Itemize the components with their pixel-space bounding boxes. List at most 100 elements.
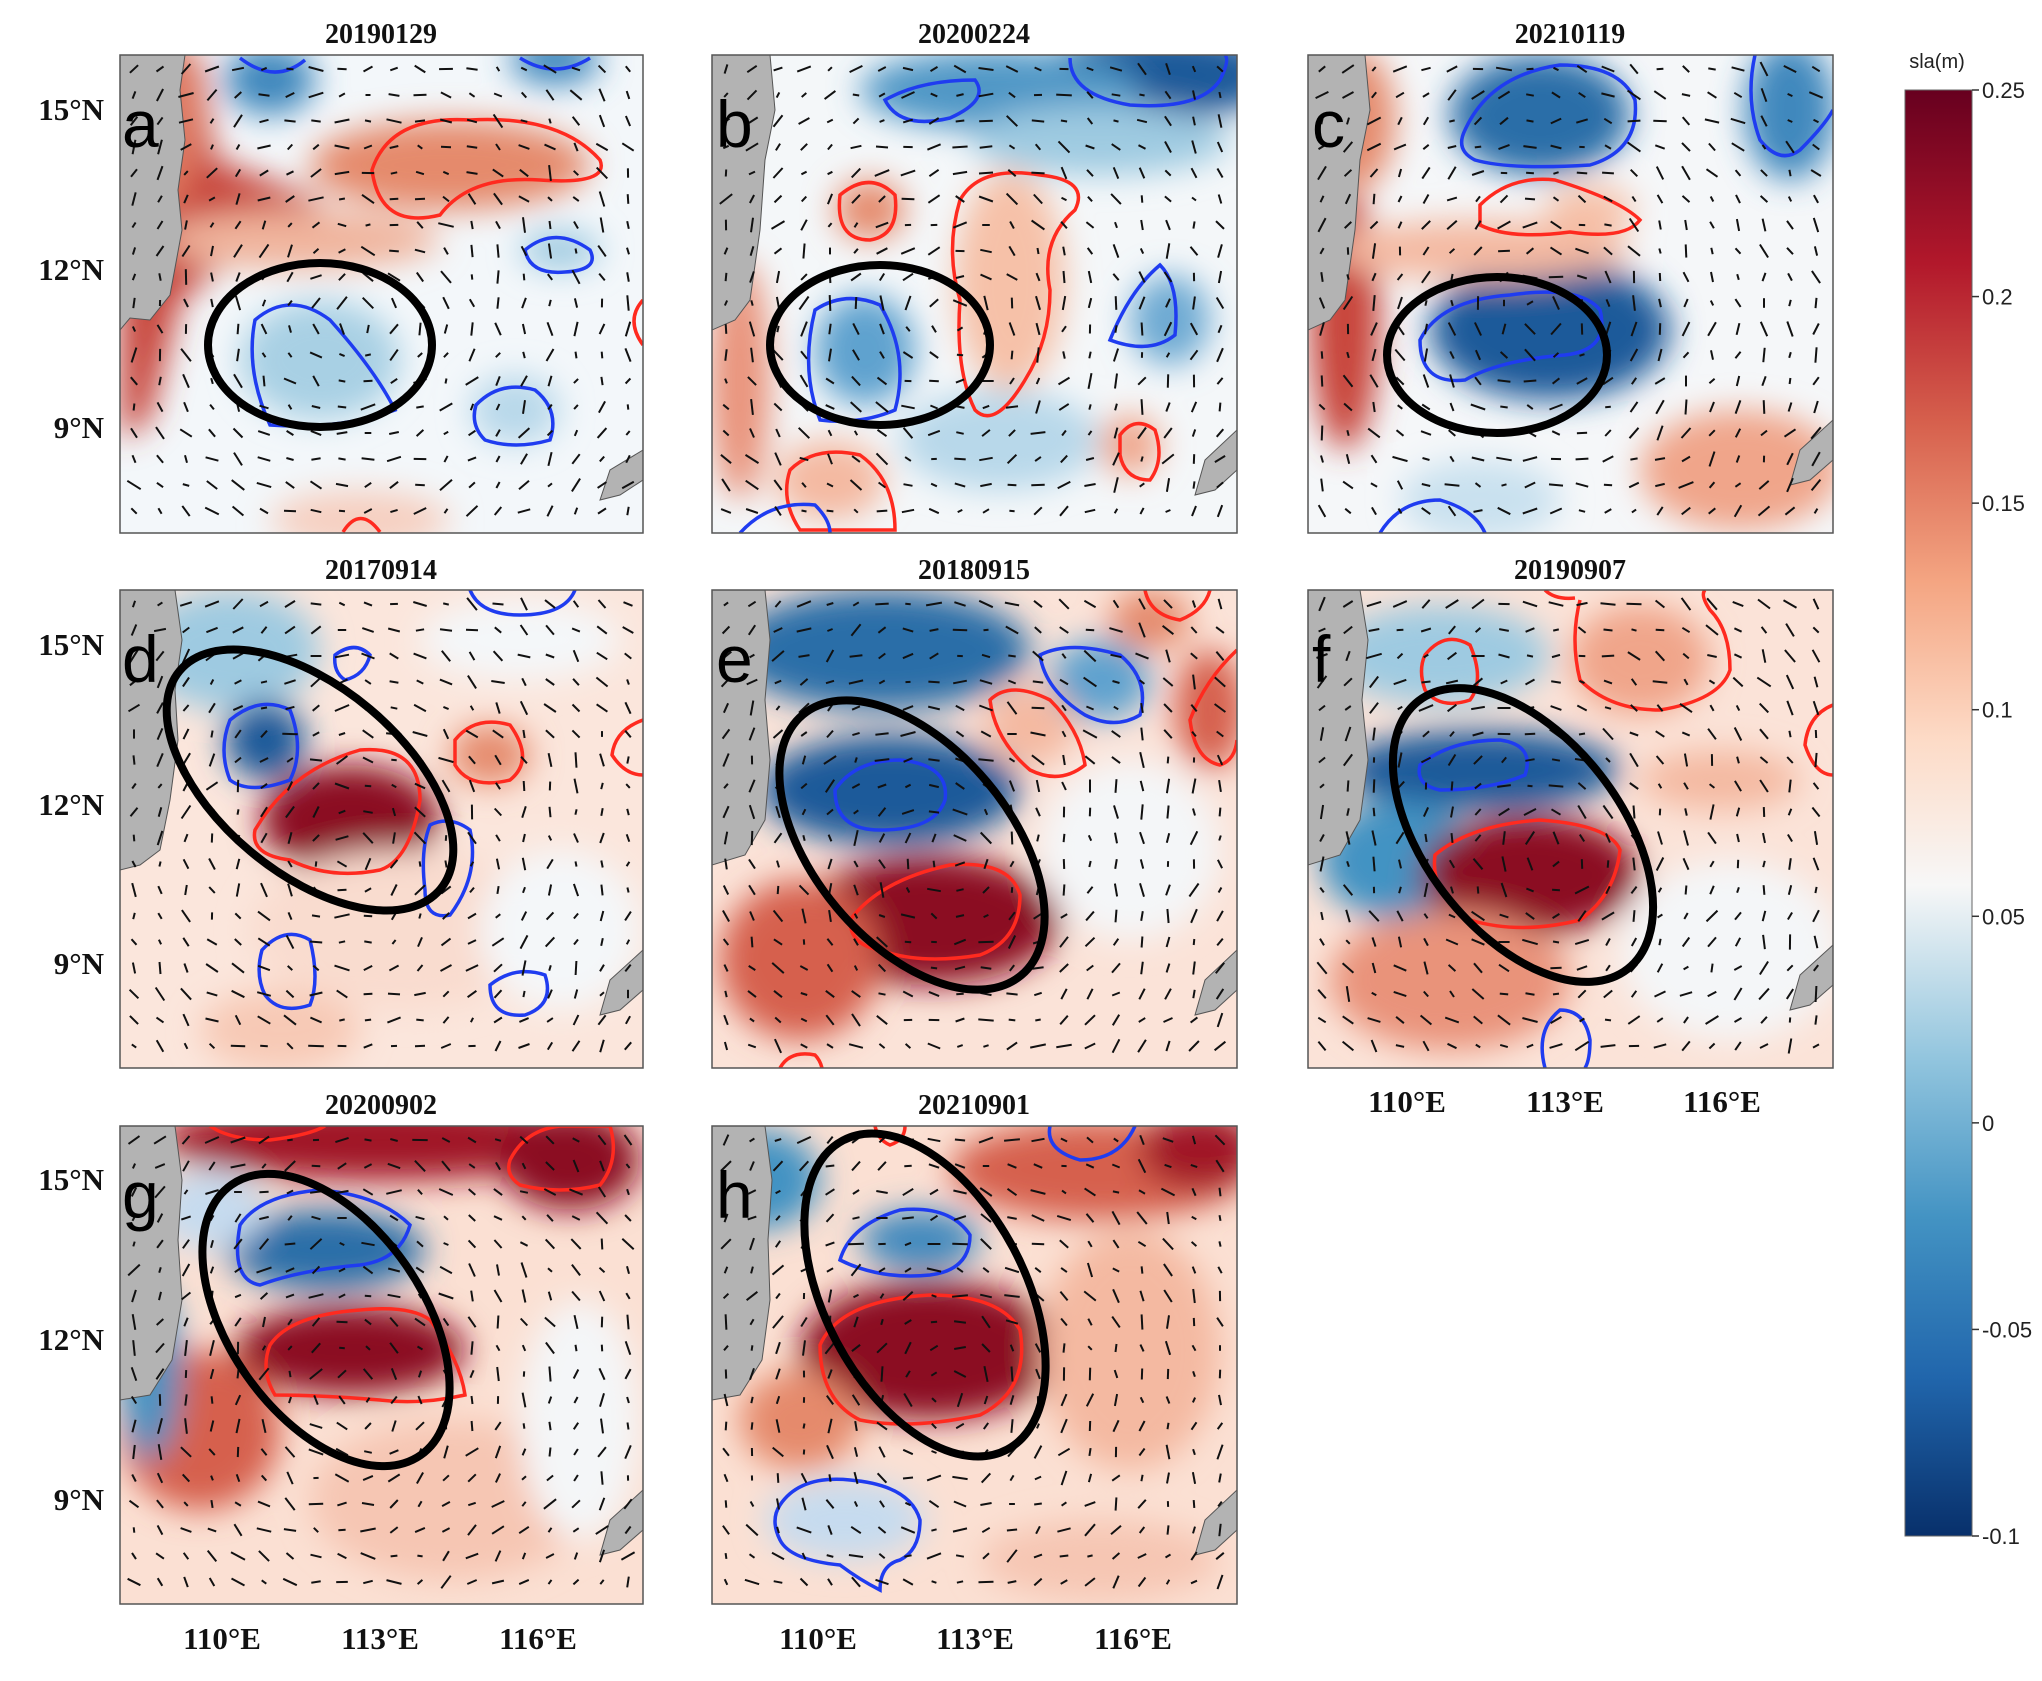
current-vector — [1034, 626, 1042, 634]
current-vector — [571, 729, 581, 739]
current-vector — [1576, 171, 1588, 175]
current-vector — [1787, 196, 1793, 202]
current-vector — [799, 374, 809, 388]
current-vector — [1088, 1447, 1092, 1457]
current-vector — [521, 1344, 527, 1352]
current-vector — [311, 1342, 321, 1354]
current-vector — [1419, 1014, 1433, 1026]
current-vector — [156, 830, 164, 846]
current-vector — [853, 1447, 859, 1457]
current-vector — [931, 325, 937, 333]
current-vector — [572, 1137, 580, 1143]
current-vector — [625, 454, 631, 464]
current-vector — [1475, 1043, 1481, 1049]
current-vector — [260, 680, 268, 684]
current-vector — [848, 679, 864, 685]
current-vector — [416, 1018, 424, 1022]
current-vector — [1786, 321, 1794, 337]
current-vector — [444, 378, 448, 384]
current-vector — [1345, 986, 1351, 1002]
current-vector — [1627, 141, 1641, 153]
current-vector — [496, 297, 500, 309]
current-vector — [1422, 1040, 1430, 1052]
current-vector — [132, 1527, 136, 1533]
current-vector — [337, 1501, 347, 1507]
current-vector — [492, 650, 504, 662]
current-vector — [234, 1317, 242, 1327]
current-vector — [158, 861, 162, 867]
current-vector — [1758, 702, 1770, 714]
current-vector — [547, 273, 553, 281]
current-vector — [338, 940, 346, 944]
current-vector — [1165, 649, 1171, 663]
current-vector — [1138, 1526, 1146, 1534]
current-vector — [774, 1016, 782, 1024]
current-vector — [1813, 400, 1819, 414]
current-vector — [495, 455, 501, 463]
current-vector — [825, 377, 835, 385]
current-vector — [496, 885, 500, 895]
current-vector — [954, 601, 966, 607]
colorbar-tick-label: 0 — [1982, 1111, 1994, 1136]
current-vector — [521, 1392, 527, 1408]
current-vector — [1499, 628, 1509, 632]
current-vector — [1007, 483, 1017, 487]
current-vector — [495, 403, 501, 411]
current-vector — [571, 703, 581, 713]
current-vector — [1112, 244, 1120, 258]
current-vector — [1086, 117, 1094, 125]
current-vector — [1062, 833, 1066, 843]
current-vector — [129, 64, 139, 74]
current-vector — [850, 167, 862, 179]
current-vector — [1216, 910, 1224, 922]
current-vector — [1681, 506, 1691, 516]
current-vector — [443, 1242, 449, 1246]
current-vector — [954, 1163, 966, 1169]
current-vector — [546, 858, 554, 870]
current-vector — [878, 833, 886, 843]
current-vector — [1734, 937, 1742, 947]
current-vector — [775, 805, 781, 819]
current-vector — [746, 89, 758, 101]
current-vector — [129, 807, 139, 817]
current-vector — [204, 600, 220, 608]
current-vector — [876, 1190, 888, 1194]
current-vector — [258, 1367, 270, 1381]
current-vector — [156, 324, 164, 334]
current-vector — [931, 833, 937, 843]
current-vector — [1216, 937, 1224, 947]
current-vector — [1084, 1187, 1096, 1197]
current-vector — [1734, 428, 1742, 438]
current-vector — [467, 831, 477, 845]
current-vector — [1341, 962, 1355, 974]
current-vector — [548, 299, 552, 307]
current-vector — [1424, 300, 1428, 306]
current-vector — [312, 143, 320, 151]
current-vector — [467, 989, 477, 999]
current-vector — [184, 220, 188, 230]
current-vector — [495, 481, 501, 489]
current-vector — [548, 806, 552, 818]
current-vector — [210, 730, 214, 738]
current-vector — [1319, 804, 1325, 820]
current-vector — [1061, 781, 1067, 791]
current-vector — [155, 1342, 165, 1354]
current-vector — [929, 1188, 939, 1196]
current-vector — [573, 142, 579, 152]
current-vector — [775, 1419, 781, 1433]
current-vector — [1138, 167, 1146, 179]
current-vector — [1812, 782, 1820, 790]
current-vector — [1033, 600, 1043, 608]
current-vector — [1085, 1213, 1095, 1223]
current-vector — [311, 119, 321, 123]
current-vector — [771, 1551, 785, 1561]
current-vector — [851, 455, 861, 463]
current-vector — [309, 480, 323, 490]
current-vector — [132, 297, 136, 309]
panel-b — [711, 54, 1238, 534]
current-vector — [826, 118, 834, 124]
current-vector — [183, 1576, 189, 1588]
current-vector — [1422, 194, 1430, 204]
current-vector — [1085, 1163, 1095, 1169]
